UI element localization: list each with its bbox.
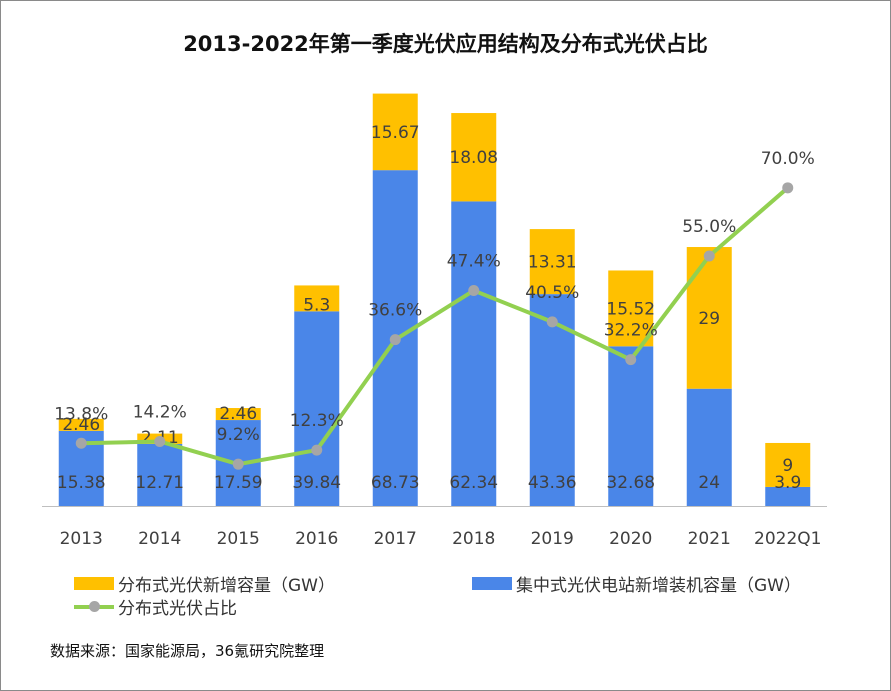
x-tick-label-2013: 2013 [60,529,103,549]
share-point-2022Q1 [782,182,794,194]
data-label-distributed-2013: 2.46 [62,415,100,435]
bar-distributed-2021 [686,247,732,389]
share-point-2016 [311,444,323,456]
legend-swatch-centralized [472,577,512,590]
legend-swatch-distributed [74,577,114,590]
data-label-centralized-2020: 32.68 [606,473,655,493]
bar-distributed-2015 [215,408,261,421]
share-label-2019: 40.5% [525,283,579,303]
share-point-2015 [232,458,244,470]
chart-title: 2013-2022年第一季度光伏应用结构及分布式光伏占比 [183,32,708,56]
x-tick-label-2014: 2014 [138,529,181,549]
x-tick-label-2017: 2017 [374,529,417,549]
bar-centralized-2020 [608,346,654,506]
share-label-2020: 32.2% [604,321,658,341]
bar-centralized-2016 [294,311,340,506]
source-note: 数据来源：国家能源局，36氪研究院整理 [50,642,325,660]
data-label-distributed-2021: 29 [698,309,720,329]
data-label-centralized-2016: 39.84 [292,473,341,493]
legend-label-centralized: 集中式光伏电站新增装机容量（GW） [516,576,801,596]
data-label-centralized-2019: 43.36 [528,473,577,493]
data-label-distributed-2017: 15.67 [371,123,420,143]
share-point-2013 [75,437,87,449]
legend-swatch-share [74,600,114,613]
data-label-distributed-2016: 5.3 [303,295,330,315]
x-tick-label-2020: 2020 [609,529,652,549]
data-label-centralized-2022Q1: 3.9 [774,473,801,493]
share-label-2021: 55.0% [682,217,736,237]
bar-centralized-2018 [451,201,497,506]
data-label-distributed-2019: 13.31 [528,253,577,273]
share-point-2014 [154,435,166,447]
x-tick-label-2019: 2019 [531,529,574,549]
bar-centralized-2021 [686,388,732,506]
share-label-2016: 12.3% [290,411,344,431]
share-point-2021 [703,250,715,262]
data-label-distributed-2020: 15.52 [606,299,655,319]
x-tick-label-2015: 2015 [217,529,260,549]
legend-label-share: 分布式光伏占比 [118,599,237,619]
bar-centralized-2014 [137,443,183,506]
legend-item-share: 分布式光伏占比 [74,594,237,619]
share-label-2014: 14.2% [133,402,187,422]
share-label-2022Q1: 70.0% [761,149,815,169]
data-label-distributed-2015: 2.46 [219,404,257,424]
data-label-distributed-2018: 18.08 [449,148,498,168]
x-tick-label-2018: 2018 [452,529,495,549]
data-label-centralized-2013: 15.38 [57,473,106,493]
legend-item-distributed: 分布式光伏新增容量（GW） [74,571,335,596]
bar-centralized-2022Q1 [765,486,811,506]
bar-distributed-2017 [372,93,418,171]
share-point-2019 [546,316,558,328]
data-label-centralized-2021: 24 [698,473,720,493]
x-tick-label-2021: 2021 [688,529,731,549]
share-line [79,185,790,467]
bar-distributed-2018 [451,113,497,202]
bar-distributed-2020 [608,270,654,347]
bar-distributed-2019 [529,229,575,295]
x-tick-label-2022Q1: 2022Q1 [754,529,821,549]
data-label-distributed-2022Q1: 9 [782,456,793,476]
data-label-centralized-2015: 17.59 [214,473,263,493]
data-label-centralized-2018: 62.34 [449,473,498,493]
share-label-2017: 36.6% [368,301,422,321]
bar-distributed-2016 [294,285,340,312]
share-point-2017 [389,334,401,346]
data-label-centralized-2014: 12.71 [135,473,184,493]
x-tick-label-2016: 2016 [295,529,338,549]
data-label-centralized-2017: 68.73 [371,473,420,493]
legend-item-centralized: 集中式光伏电站新增装机容量（GW） [472,571,801,596]
bar-distributed-2013 [58,418,104,431]
share-point-2018 [468,285,480,297]
share-label-2013: 13.8% [54,404,108,424]
share-point-2020 [625,354,637,366]
share-label-2015: 9.2% [217,425,260,445]
legend-label-distributed: 分布式光伏新增容量（GW） [118,576,335,596]
share-label-2018: 47.4% [447,252,501,272]
bar-distributed-2022Q1 [765,442,811,487]
